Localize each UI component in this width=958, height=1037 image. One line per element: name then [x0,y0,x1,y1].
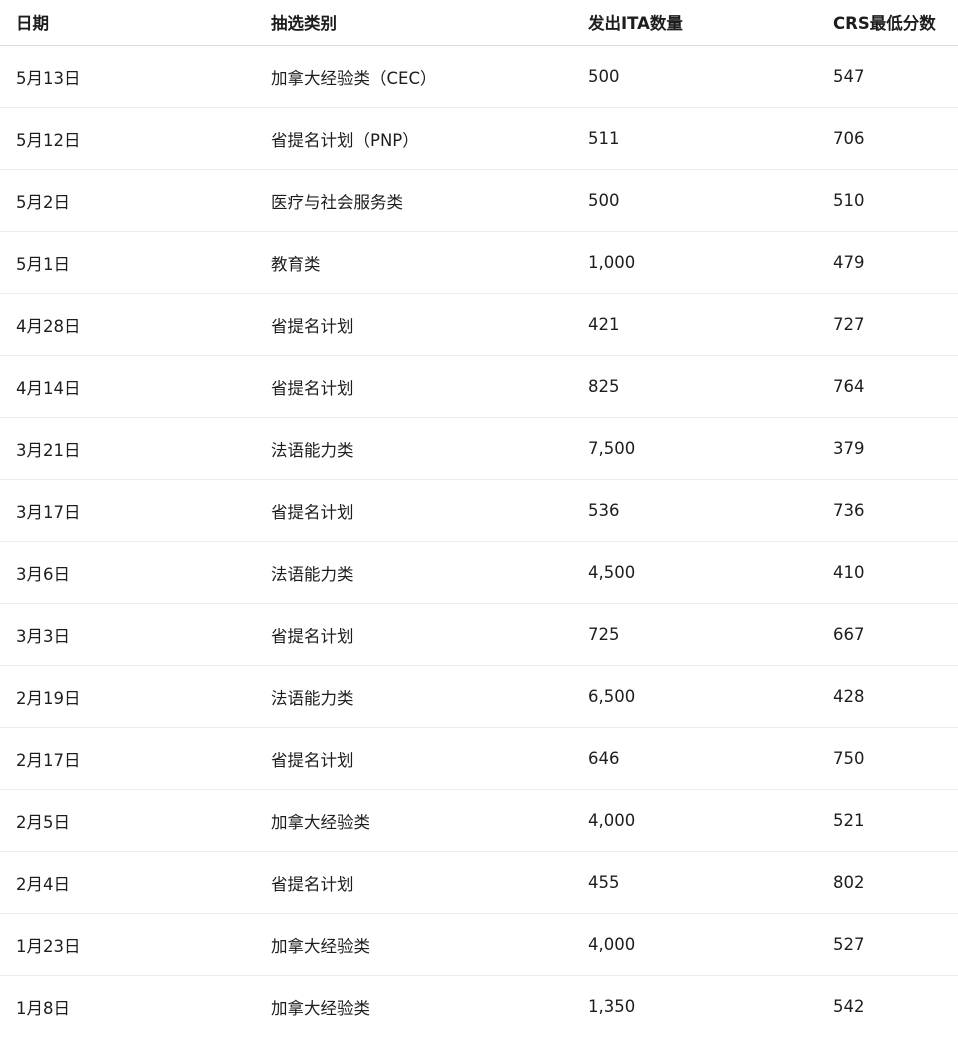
cell-ita-count: 4,000 [588,790,833,852]
cell-draw-category: 省提名计划 [271,604,588,666]
cell-draw-category: 省提名计划 [271,852,588,914]
cell-ita-count: 6,500 [588,666,833,728]
cell-draw-category: 省提名计划 [271,728,588,790]
cell-crs-min-score: 750 [833,728,958,790]
cell-crs-min-score: 428 [833,666,958,728]
cell-date: 2月4日 [0,852,271,914]
header-date: 日期 [0,0,271,46]
cell-ita-count: 725 [588,604,833,666]
cell-ita-count: 825 [588,356,833,418]
header-ita-count: 发出ITA数量 [588,0,833,46]
cell-date: 5月12日 [0,108,271,170]
cell-date: 1月23日 [0,914,271,976]
cell-draw-category: 法语能力类 [271,666,588,728]
header-draw-category: 抽选类别 [271,0,588,46]
cell-crs-min-score: 727 [833,294,958,356]
cell-date: 2月17日 [0,728,271,790]
cell-date: 1月8日 [0,976,271,1037]
cell-date: 2月19日 [0,666,271,728]
cell-ita-count: 646 [588,728,833,790]
cell-crs-min-score: 527 [833,914,958,976]
cell-draw-category: 加拿大经验类 [271,976,588,1037]
cell-draw-category: 加拿大经验类 [271,914,588,976]
cell-crs-min-score: 379 [833,418,958,480]
cell-ita-count: 455 [588,852,833,914]
cell-crs-min-score: 510 [833,170,958,232]
cell-date: 3月6日 [0,542,271,604]
cell-draw-category: 省提名计划 [271,294,588,356]
cell-date: 5月13日 [0,46,271,108]
cell-draw-category: 加拿大经验类 [271,790,588,852]
cell-draw-category: 法语能力类 [271,542,588,604]
cell-date: 3月21日 [0,418,271,480]
cell-crs-min-score: 521 [833,790,958,852]
cell-ita-count: 4,000 [588,914,833,976]
cell-date: 3月3日 [0,604,271,666]
cell-draw-category: 加拿大经验类（CEC） [271,46,588,108]
cell-crs-min-score: 764 [833,356,958,418]
cell-ita-count: 1,350 [588,976,833,1037]
cell-draw-category: 法语能力类 [271,418,588,480]
cell-date: 4月14日 [0,356,271,418]
cell-draw-category: 教育类 [271,232,588,294]
cell-draw-category: 省提名计划（PNP） [271,108,588,170]
cell-ita-count: 500 [588,46,833,108]
cell-ita-count: 4,500 [588,542,833,604]
cell-ita-count: 7,500 [588,418,833,480]
cell-ita-count: 500 [588,170,833,232]
cell-draw-category: 医疗与社会服务类 [271,170,588,232]
cell-date: 5月1日 [0,232,271,294]
cell-date: 4月28日 [0,294,271,356]
header-crs-min-score: CRS最低分数 [833,0,958,46]
cell-draw-category: 省提名计划 [271,480,588,542]
cell-crs-min-score: 410 [833,542,958,604]
cell-crs-min-score: 802 [833,852,958,914]
cell-ita-count: 1,000 [588,232,833,294]
table-header-row: 日期 抽选类别 发出ITA数量 CRS最低分数 [0,0,958,46]
cell-ita-count: 421 [588,294,833,356]
cell-date: 5月2日 [0,170,271,232]
cell-crs-min-score: 542 [833,976,958,1037]
cell-date: 3月17日 [0,480,271,542]
cell-date: 2月5日 [0,790,271,852]
cell-crs-min-score: 736 [833,480,958,542]
cell-ita-count: 536 [588,480,833,542]
cell-draw-category: 省提名计划 [271,356,588,418]
cell-crs-min-score: 706 [833,108,958,170]
cell-ita-count: 511 [588,108,833,170]
cell-crs-min-score: 667 [833,604,958,666]
cell-crs-min-score: 547 [833,46,958,108]
cell-crs-min-score: 479 [833,232,958,294]
